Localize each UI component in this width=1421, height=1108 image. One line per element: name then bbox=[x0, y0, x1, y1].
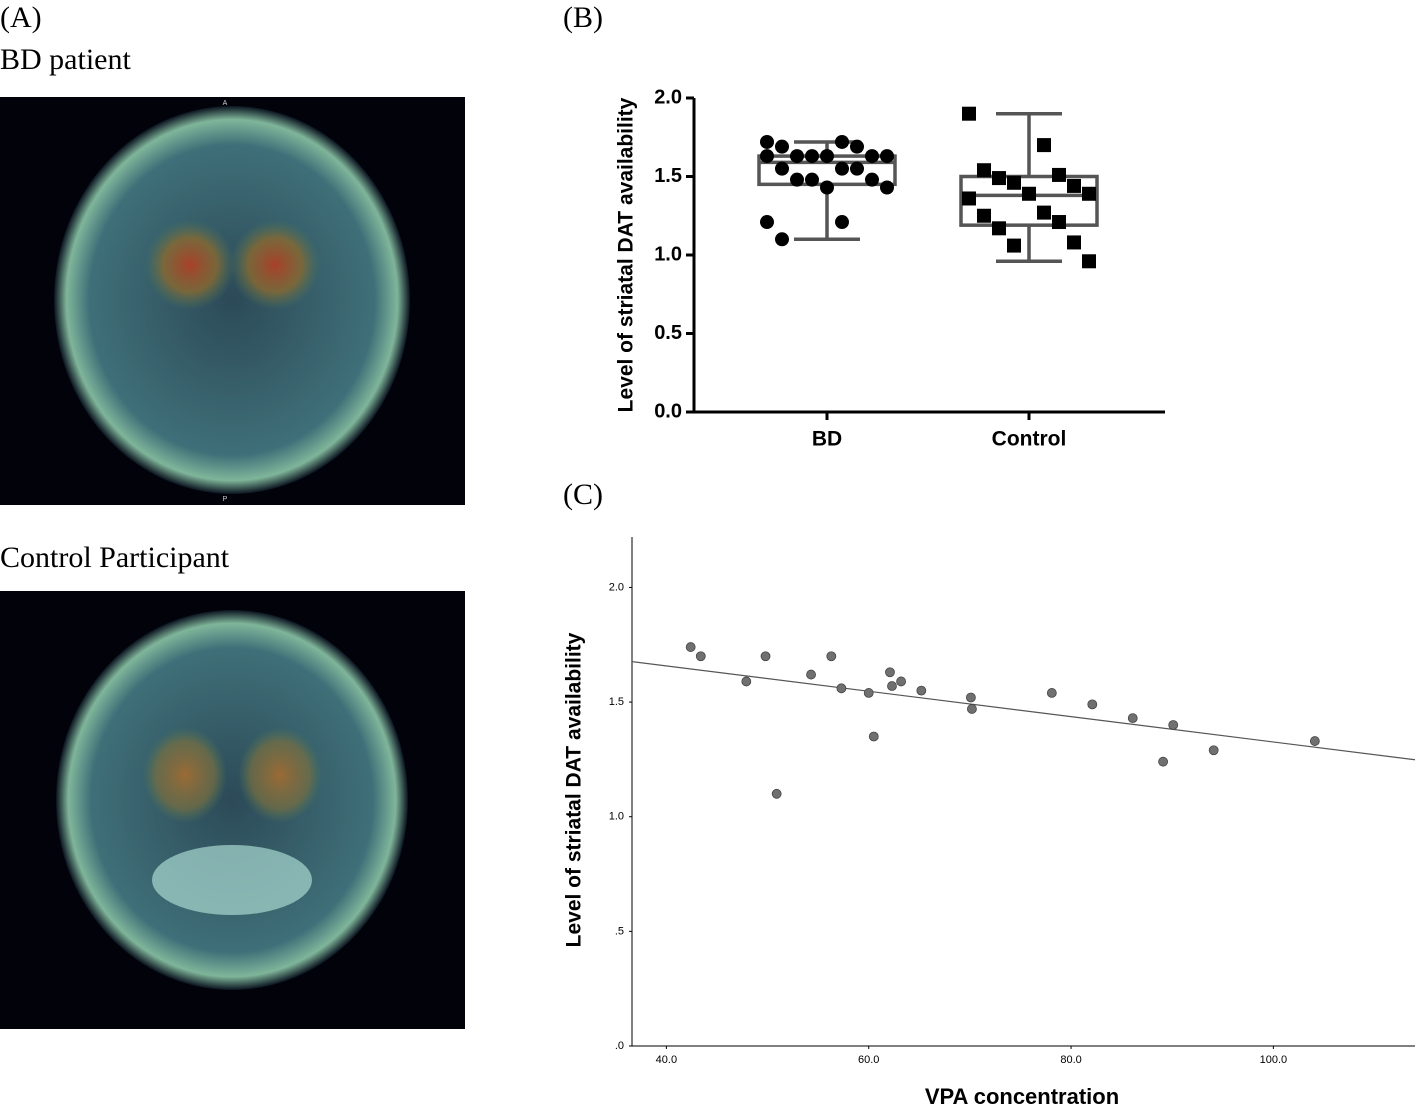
striatum bbox=[238, 727, 322, 823]
point bbox=[1022, 186, 1036, 201]
point bbox=[1007, 175, 1021, 190]
point bbox=[1082, 186, 1096, 201]
point bbox=[1082, 254, 1096, 269]
point bbox=[760, 134, 774, 149]
point bbox=[965, 692, 976, 703]
point bbox=[771, 788, 782, 799]
y-tick-label: .5 bbox=[615, 925, 624, 937]
point bbox=[1158, 756, 1169, 767]
point bbox=[1127, 713, 1138, 724]
point bbox=[805, 149, 819, 164]
point bbox=[1067, 235, 1081, 250]
y-tick-label: 1.5 bbox=[654, 165, 682, 187]
trend-line bbox=[631, 660, 1416, 761]
point bbox=[880, 180, 894, 195]
point bbox=[760, 215, 774, 230]
orientation-mark: A bbox=[223, 100, 228, 107]
striatum bbox=[230, 220, 320, 310]
x-tick-label: 40.0 bbox=[656, 1054, 677, 1066]
point bbox=[977, 208, 991, 223]
point bbox=[865, 172, 879, 187]
point bbox=[835, 161, 849, 176]
point bbox=[805, 172, 819, 187]
point bbox=[1168, 720, 1179, 730]
point bbox=[1309, 736, 1320, 746]
x-tick-label: 60.0 bbox=[858, 1054, 879, 1066]
y-tick-label: 1.0 bbox=[609, 811, 624, 823]
point bbox=[775, 139, 789, 154]
x-tick-label: 80.0 bbox=[1060, 1054, 1081, 1066]
point bbox=[775, 232, 789, 247]
point bbox=[880, 149, 894, 164]
point bbox=[916, 685, 927, 696]
y-axis-label: Level of striatal DAT availability bbox=[563, 632, 586, 947]
y-tick-label: 0.5 bbox=[654, 322, 682, 344]
point bbox=[1052, 167, 1066, 182]
point bbox=[1037, 138, 1051, 153]
brain bbox=[56, 610, 408, 990]
panel-label: (C) bbox=[563, 478, 603, 511]
y-tick-label: 0.0 bbox=[654, 400, 682, 422]
point bbox=[760, 149, 774, 164]
image-caption: BD patient bbox=[0, 43, 131, 76]
point bbox=[896, 676, 906, 687]
point bbox=[1208, 745, 1219, 756]
y-tick-label: 2.0 bbox=[654, 86, 682, 108]
point bbox=[1087, 699, 1098, 710]
striatum bbox=[143, 727, 227, 823]
point bbox=[1067, 178, 1081, 193]
point bbox=[775, 161, 789, 176]
point bbox=[820, 180, 834, 195]
point bbox=[685, 642, 696, 652]
striatum bbox=[145, 220, 235, 310]
point bbox=[790, 172, 804, 187]
point bbox=[992, 221, 1006, 236]
point bbox=[1007, 238, 1021, 253]
point bbox=[962, 191, 976, 206]
point bbox=[820, 149, 834, 164]
point bbox=[836, 683, 847, 694]
point bbox=[826, 651, 837, 662]
x-axis-label: VPA concentration bbox=[925, 1084, 1119, 1108]
y-axis-label: Level of striatal DAT availability bbox=[615, 97, 638, 412]
point bbox=[741, 676, 752, 687]
y-tick-label: 1.5 bbox=[609, 696, 624, 708]
point bbox=[1037, 205, 1051, 220]
point bbox=[760, 651, 771, 662]
panel-label: (B) bbox=[563, 1, 603, 34]
orientation-mark: P bbox=[223, 496, 228, 503]
x-tick-label: Control bbox=[992, 428, 1067, 451]
point bbox=[1052, 215, 1066, 230]
point bbox=[1046, 688, 1057, 698]
y-tick-label: 2.0 bbox=[609, 581, 624, 593]
brain bbox=[54, 106, 410, 494]
point bbox=[977, 163, 991, 178]
point bbox=[850, 139, 864, 154]
y-tick-label: .0 bbox=[615, 1040, 624, 1052]
point bbox=[868, 731, 879, 742]
ventricle bbox=[152, 845, 312, 915]
point bbox=[806, 669, 816, 680]
point bbox=[850, 161, 864, 176]
x-tick-label: BD bbox=[812, 428, 842, 451]
point bbox=[962, 106, 976, 121]
point bbox=[967, 704, 977, 714]
point bbox=[695, 651, 706, 662]
point bbox=[887, 681, 897, 691]
point bbox=[863, 688, 874, 698]
y-tick-label: 1.0 bbox=[654, 243, 682, 265]
point bbox=[885, 667, 895, 678]
point bbox=[835, 134, 849, 149]
point bbox=[865, 149, 879, 164]
image-caption: Control Participant bbox=[0, 541, 230, 574]
panel-label: (A) bbox=[0, 1, 42, 34]
x-tick-label: 100.0 bbox=[1260, 1054, 1288, 1066]
point bbox=[835, 215, 849, 230]
point bbox=[992, 171, 1006, 186]
point bbox=[790, 149, 804, 164]
